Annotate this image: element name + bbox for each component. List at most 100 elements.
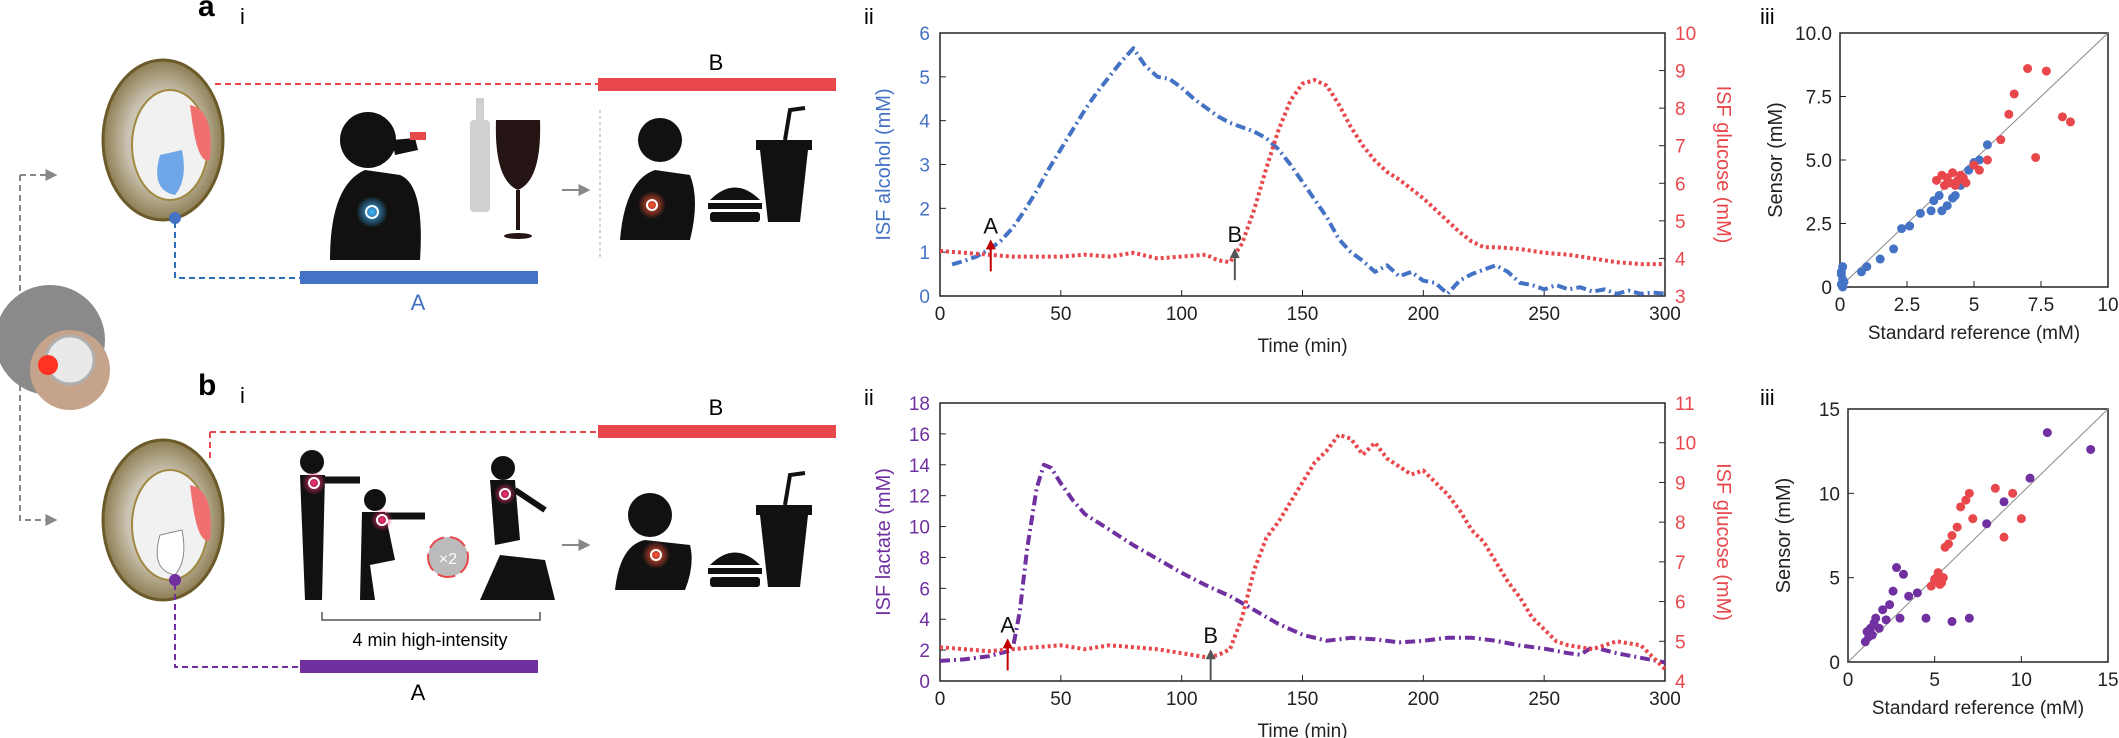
bar-a-purple	[300, 660, 538, 673]
y-tick-label-right: 7	[1675, 137, 1686, 158]
x-tick-label: 0	[935, 689, 946, 710]
scatter-point	[1942, 201, 1952, 211]
panel-a-letter: a	[198, 0, 215, 23]
scatter-point	[1961, 178, 1971, 188]
scatter-point	[1889, 244, 1899, 254]
person-profile-icon	[620, 118, 695, 240]
annotation-arrowhead	[1002, 638, 1013, 649]
scatter-point	[1838, 262, 1848, 272]
y-tick-label-right: 8	[1675, 513, 1686, 534]
chart-alcohol-glucose: 0 50 100 150 200 250 300 0 1 2 3 4 5 6 3 4 5 6 7 8 9 10 Time (…	[873, 24, 1734, 357]
x-axis-label: Time (min)	[1257, 336, 1347, 357]
x-tick-label: 150	[1287, 304, 1319, 325]
scatter-point	[1888, 586, 1898, 596]
y-tick-label-left: 2	[919, 641, 930, 662]
series-line-0	[951, 46, 1666, 296]
y-tick-label: 10.0	[1795, 24, 1832, 45]
y-tick-label-left: 6	[919, 579, 930, 600]
y-tick-label-left: 0	[919, 287, 930, 308]
scatter-point	[2025, 473, 2035, 483]
purple-port-icon	[169, 574, 181, 586]
repeat-label: ×2	[439, 551, 457, 568]
y-tick-label-left: 1	[919, 243, 930, 264]
scatter-point	[2086, 444, 2096, 454]
scatter-point	[1838, 282, 1848, 292]
scatter-point	[1974, 165, 1984, 175]
plot-frame	[1847, 408, 2109, 663]
y-axis-label: Sensor (mM)	[1773, 478, 1795, 594]
scatter-point	[1982, 155, 1992, 165]
scatter-point	[1878, 605, 1888, 615]
y-tick-label-right: 6	[1675, 593, 1686, 614]
bar-b-red-b	[598, 425, 836, 438]
scatter-point	[2065, 117, 2075, 127]
annotation-label: B	[1203, 623, 1218, 648]
scatter-point	[1885, 600, 1895, 610]
x-tick-label: 100	[1166, 689, 1198, 710]
y-tick-label-left: 14	[909, 456, 931, 477]
y-tick-label-right: 7	[1675, 553, 1686, 574]
scatter-point	[2041, 66, 2051, 76]
y-tick-label-right: 10	[1675, 24, 1696, 45]
y-tick-label-right: 4	[1675, 672, 1686, 693]
y-axis-label-left: ISF lactate (mM)	[873, 468, 895, 616]
y-tick-label-left: 2	[919, 199, 930, 220]
scatter-point	[1947, 617, 1957, 627]
scatter-point	[1999, 497, 2009, 507]
x-tick-label: 15	[2097, 670, 2118, 691]
y-tick-label-left: 18	[909, 394, 930, 415]
exercise-bike-icon	[480, 456, 555, 600]
x-tick-label: 7.5	[2028, 295, 2054, 316]
y-tick-label: 10	[1819, 484, 1840, 505]
y-tick-label-left: 12	[909, 487, 930, 508]
x-tick-label: 10	[2011, 670, 2032, 691]
panel-a-schematic: a i A B	[101, 0, 836, 315]
burger-icon	[708, 187, 762, 222]
y-tick-label-right: 8	[1675, 99, 1686, 120]
scatter-point	[1874, 623, 1884, 633]
scatter-point	[2023, 64, 2033, 74]
scatter-point	[1892, 563, 1902, 573]
y-tick-label-right: 11	[1675, 394, 1695, 415]
squat-icon	[360, 489, 425, 600]
panel-a-sub-i: i	[240, 4, 245, 29]
series-line-1	[939, 78, 1665, 267]
y-axis-label-right: ISF glucose (mM)	[1712, 463, 1734, 621]
y-tick-label: 5.0	[1806, 151, 1832, 172]
x-tick-label: 300	[1649, 304, 1681, 325]
scatter-point	[1982, 519, 1992, 529]
x-tick-label: 0	[1835, 295, 1846, 316]
scatter-point	[1862, 262, 1872, 272]
scatter-point	[1867, 630, 1877, 640]
annotation-arrowhead	[1229, 248, 1240, 259]
scatter-point	[1964, 488, 1974, 498]
y-tick-label-right: 10	[1675, 434, 1696, 455]
y-tick-label: 5	[1829, 569, 1840, 590]
scatter-point	[2057, 112, 2067, 122]
y-axis-label: Sensor (mM)	[1765, 102, 1787, 218]
x-tick-label: 5	[1969, 295, 1980, 316]
x-tick-label: 2.5	[1894, 295, 1920, 316]
label-b-b: B	[709, 395, 724, 420]
scatter-point	[1895, 613, 1905, 623]
x-axis-label: Standard reference (mM)	[1868, 323, 2080, 344]
x-tick-label: 200	[1407, 304, 1439, 325]
wine-glass-icon	[495, 120, 541, 239]
y-tick-label-left: 16	[909, 425, 930, 446]
scatter-point	[1926, 581, 1936, 591]
series-line-1	[939, 432, 1667, 671]
scatter-point	[1938, 573, 1948, 583]
scatter-point	[1934, 191, 1944, 201]
panel-a-sub-ii: ii	[864, 4, 874, 29]
arm-exercise-icon	[300, 450, 360, 600]
scatter-point	[1897, 224, 1907, 234]
identity-line	[1847, 408, 2109, 663]
annotation-arrowhead	[1205, 649, 1216, 660]
scatter-point	[1956, 502, 1966, 512]
scatter-point	[1947, 531, 1957, 540]
burger-icon-b	[708, 552, 762, 587]
annotation-label: A	[983, 213, 998, 238]
scatter-point	[1948, 168, 1958, 178]
panel-a-sub-iii: iii	[1760, 4, 1775, 29]
